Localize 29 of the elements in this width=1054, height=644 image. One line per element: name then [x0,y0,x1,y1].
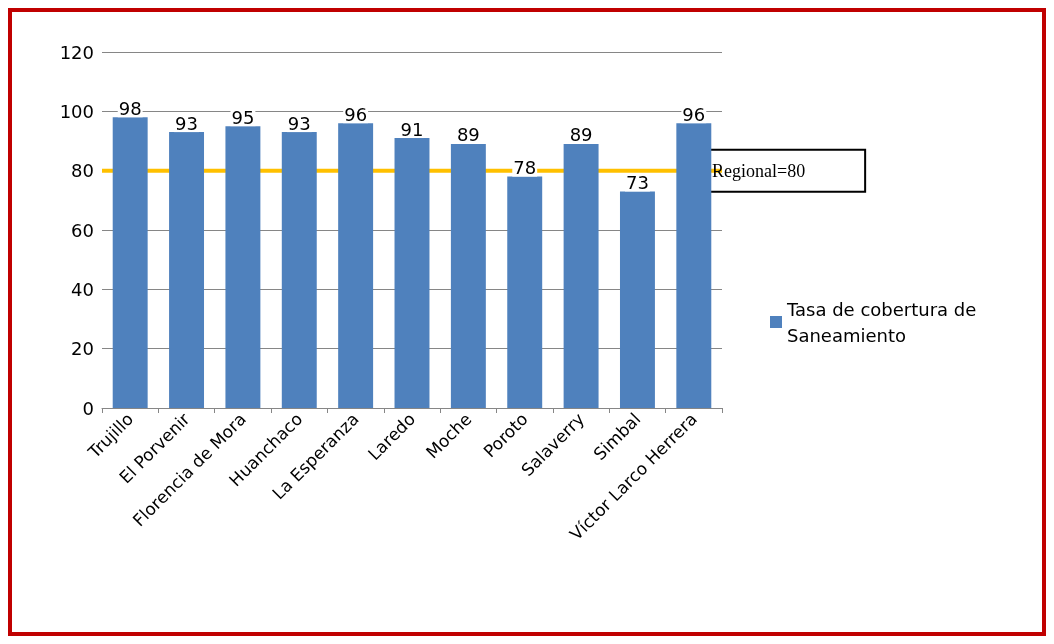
y-tick-label: 80 [71,160,94,182]
data-label: 96 [682,103,706,125]
bar [338,123,374,408]
y-tick-label: 100 [59,100,94,122]
ref-line-label: Regional=80 [712,160,806,181]
data-label: 89 [569,124,593,146]
bar [394,138,430,408]
data-label: 91 [400,118,424,140]
y-tick-label: 0 [82,397,94,419]
data-label: 96 [344,103,368,125]
legend-label: Tasa de cobertura de Saneamiento [786,298,983,346]
bar [450,143,486,408]
data-label: 89 [456,124,480,146]
data-label: 95 [231,106,255,128]
data-label: 73 [626,171,649,193]
y-tick-label: 60 [71,219,94,241]
y-tick-label: 120 [59,41,94,63]
bar [225,126,261,408]
bar [619,191,655,408]
bar [281,132,317,408]
bar [169,132,205,408]
y-tick-label: 40 [71,278,94,300]
data-label: 98 [118,97,142,119]
data-label: 78 [513,157,537,179]
data-label: 93 [287,112,311,134]
bar [676,123,712,408]
data-label: 93 [175,112,198,134]
bar [563,143,599,408]
y-tick-label: 20 [71,338,94,360]
